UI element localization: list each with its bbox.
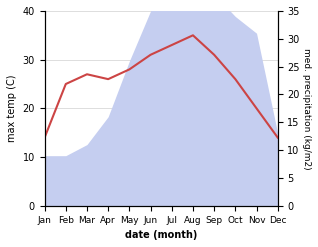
Y-axis label: med. precipitation (kg/m2): med. precipitation (kg/m2) — [302, 48, 311, 169]
X-axis label: date (month): date (month) — [125, 230, 197, 240]
Y-axis label: max temp (C): max temp (C) — [7, 75, 17, 142]
